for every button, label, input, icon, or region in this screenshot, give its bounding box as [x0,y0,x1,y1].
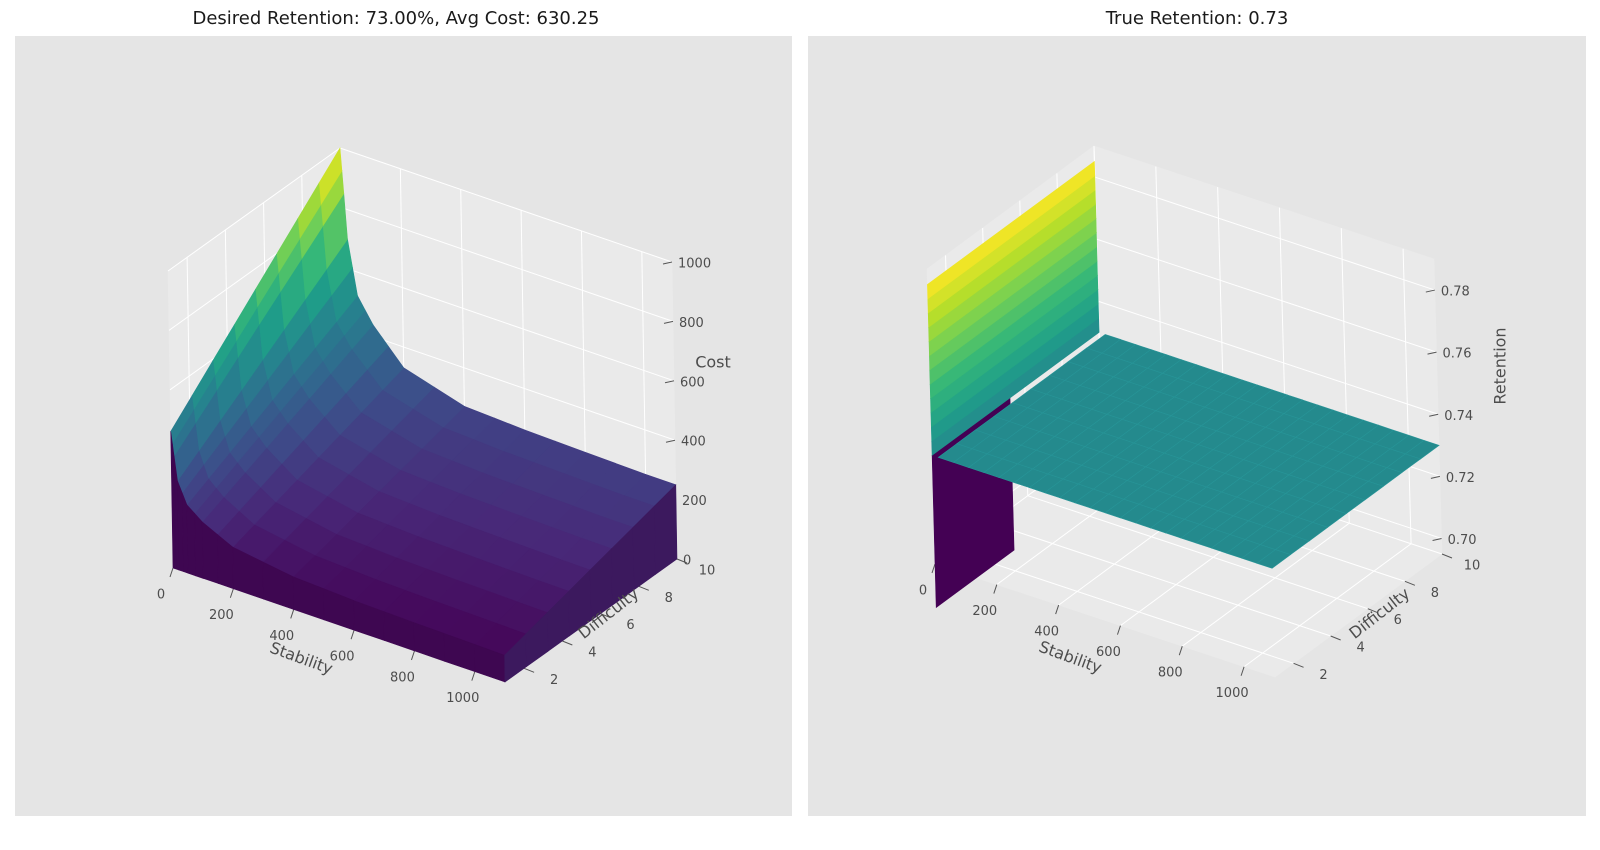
right-z-tick [1430,475,1441,479]
right-x-tick-label: 200 [972,604,997,619]
left-y-tick-label: 4 [588,646,596,661]
left-x-tick [229,588,234,598]
right-x-tick-label: 0 [919,584,927,599]
left-x-tick [290,609,295,619]
left-x-tick [471,671,476,681]
right-x-tick [993,584,998,594]
right-x-tick [1178,646,1183,656]
left-x-tick-label: 200 [209,608,234,623]
right-y-tick [1293,662,1304,668]
right-floor-gridline-x [1243,543,1412,668]
right-y-tick-label: 4 [1357,641,1365,656]
left-side-gridline-z [167,147,341,272]
right-y-tick [1404,580,1416,586]
surface-skirt-facet [194,512,204,579]
right-y-tick-label: 8 [1431,586,1439,601]
left-back-gridline-z [341,266,675,382]
left-y-tick [600,613,611,619]
surface-skirt-facet [654,484,678,575]
surface-skirt-facet [186,504,196,577]
left-back-gridline-z [339,147,673,263]
right-x-tick [1116,625,1121,635]
right-y-tick [1441,553,1453,559]
left-x-tick-label: 400 [269,629,294,644]
left-z-tick-label: 600 [680,375,705,390]
left-x-tick-label: 1000 [446,691,479,706]
right-z-tick [1432,537,1442,541]
right-z-tick-label: 0.76 [1443,347,1472,362]
right-high-retention-wall [927,160,1100,456]
right-z-tick-label: 0.74 [1444,409,1473,424]
right-z-tick-label: 0.72 [1446,471,1475,486]
right-retention-surface-chart: 0 200 400 600 800 1000 2 4 6 8 10 0.70 0.72 0.74 0.76 0… [808,36,1586,816]
left-x-tick-label: 0 [157,588,165,603]
right-y-tick [1330,635,1341,641]
left-cost-surface-chart: 0 200 400 600 800 1000 2 4 6 8 10 0 200 400 600 800 1000… [15,36,792,816]
left-x-tick [350,630,355,640]
left-z-tick-label: 200 [682,494,707,509]
left-y-tick [562,640,573,646]
right-back-gridline-z [1094,176,1435,291]
right-x-tick-label: 600 [1096,645,1121,660]
right-y-tick-label: 2 [1319,668,1327,683]
left-x-tick [169,567,174,578]
left-z-tick [664,380,675,384]
right-chart-title: True Retention: 0.73 [1105,8,1289,29]
right-z-tick-label: 0.70 [1448,533,1477,548]
right-floor-gridline-x [1181,522,1350,647]
right-x-tick-label: 400 [1034,625,1059,640]
right-back-gridline-z [1096,238,1437,353]
left-z-tick-label: 400 [681,435,706,450]
right-y-tick-label: 6 [1394,613,1402,628]
left-y-tick [638,585,649,591]
plane-facet [937,443,973,463]
right-retention-plane [937,334,1440,569]
right-back-gridline-z [1098,300,1439,415]
left-z-tick [663,320,674,324]
left-y-tick-label: 10 [699,564,716,579]
right-floor-gridline-y [953,549,1294,664]
left-front-skirt [170,431,678,683]
right-z-tick [1425,289,1435,293]
left-cost-surface [170,147,677,656]
left-z-tick [665,439,676,443]
right-z-tick [1429,413,1439,417]
left-z-tick-label: 1000 [678,257,711,272]
left-y-tick [523,667,535,673]
left-x-tick [410,650,415,661]
wall-band-facet [927,160,1096,300]
right-x-tick-label: 800 [1158,666,1183,681]
left-y-tick-label: 2 [550,673,558,688]
left-y-tick-label: 6 [626,618,634,633]
right-x-tick [1055,604,1060,615]
left-back-gridline-z [342,325,676,441]
right-z-tick [1427,351,1437,355]
left-z-tick-label: 800 [679,316,704,331]
right-floor-gridline-y [990,522,1331,637]
right-y-tick-label: 10 [1464,559,1481,574]
left-chart-title: Desired Retention: 73.00%, Avg Cost: 630… [192,8,600,29]
right-back-gridline-x [1402,248,1412,544]
left-x-tick-label: 800 [390,670,415,685]
right-z-axis-label: Retention [1491,327,1510,404]
left-back-gridline-z [340,206,674,322]
left-y-tick-label: 8 [665,591,673,606]
right-y-tick [1367,608,1378,614]
right-x-tick-label: 1000 [1216,686,1249,701]
left-z-tick-label: 0 [683,554,691,569]
left-x-tick-label: 600 [330,650,355,665]
right-floor-gridline-y [1027,495,1368,610]
left-y-tick [676,558,688,564]
left-z-axis-label: Cost [695,353,731,372]
right-x-tick [931,563,936,574]
right-x-tick [1240,666,1245,676]
left-z-tick [662,261,673,265]
right-z-tick-label: 0.78 [1441,285,1470,300]
